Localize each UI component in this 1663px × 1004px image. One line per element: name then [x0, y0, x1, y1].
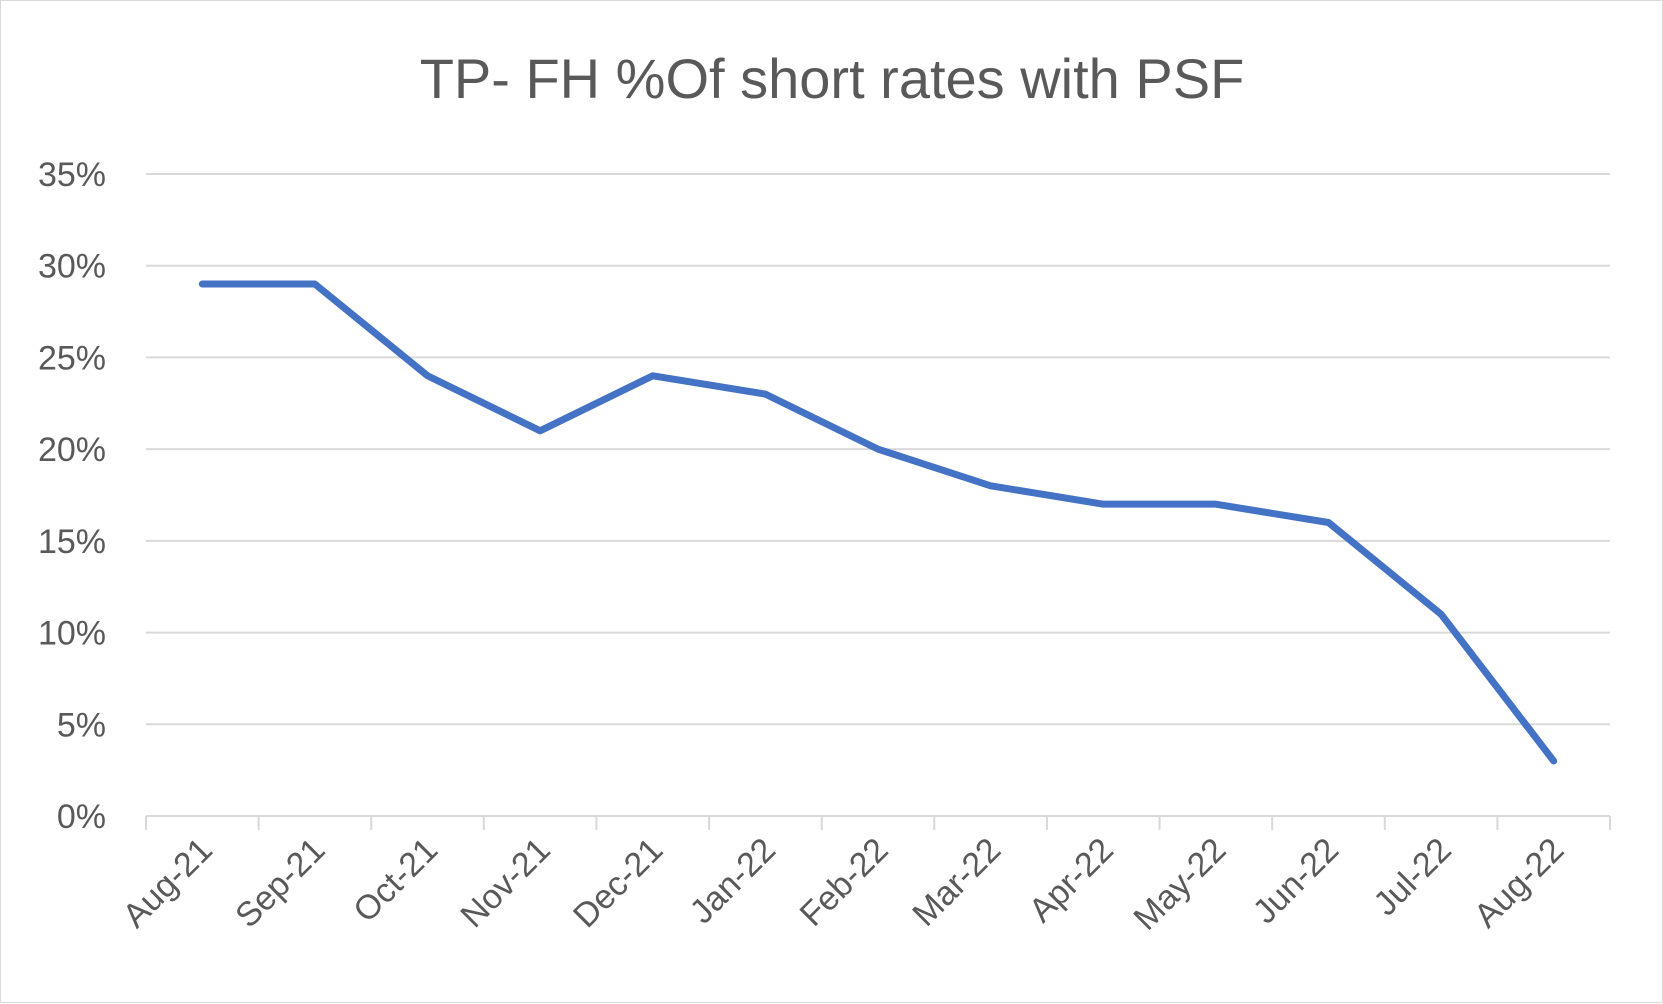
y-tick-label: 5%: [57, 706, 106, 744]
x-tick-label: Feb-22: [793, 831, 896, 934]
x-tick-label: Aug-22: [1467, 831, 1571, 935]
x-tick-label: Mar-22: [905, 831, 1008, 934]
y-tick-label: 10%: [38, 615, 106, 653]
x-tick-label: Jun-22: [1246, 831, 1346, 931]
y-tick-label: 15%: [38, 523, 106, 561]
x-tick-label: May-22: [1126, 831, 1233, 938]
x-tick-label: Aug-21: [116, 831, 220, 935]
y-axis-tick-labels: 0% 5% 10% 15% 20% 25% 30% 35%: [38, 156, 106, 836]
y-tick-label: 0%: [57, 798, 106, 836]
x-axis: Aug-21 Sep-21 Oct-21 Nov-21 Dec-21 Jan-22 Feb-…: [116, 815, 1611, 938]
x-tick-label: Apr-22: [1022, 831, 1121, 930]
x-tick-label: Nov-21: [453, 831, 557, 935]
y-tick-label: 20%: [38, 431, 106, 469]
x-tick-label: Dec-21: [566, 831, 670, 935]
y-tick-label: 30%: [38, 248, 106, 286]
series-lines: [198, 280, 1558, 765]
gridlines: [146, 173, 1610, 726]
x-tick-label: Oct-21: [346, 831, 445, 930]
y-tick-label: 35%: [38, 156, 106, 194]
x-tick-label: Jan-22: [683, 831, 783, 931]
x-tick-label: Jul-22: [1366, 831, 1458, 923]
x-tick-label: Sep-21: [228, 831, 332, 935]
y-tick-label: 25%: [38, 339, 106, 377]
series-line: [198, 280, 1558, 765]
chart-title: TP- FH %Of short rates with PSF: [420, 47, 1245, 110]
